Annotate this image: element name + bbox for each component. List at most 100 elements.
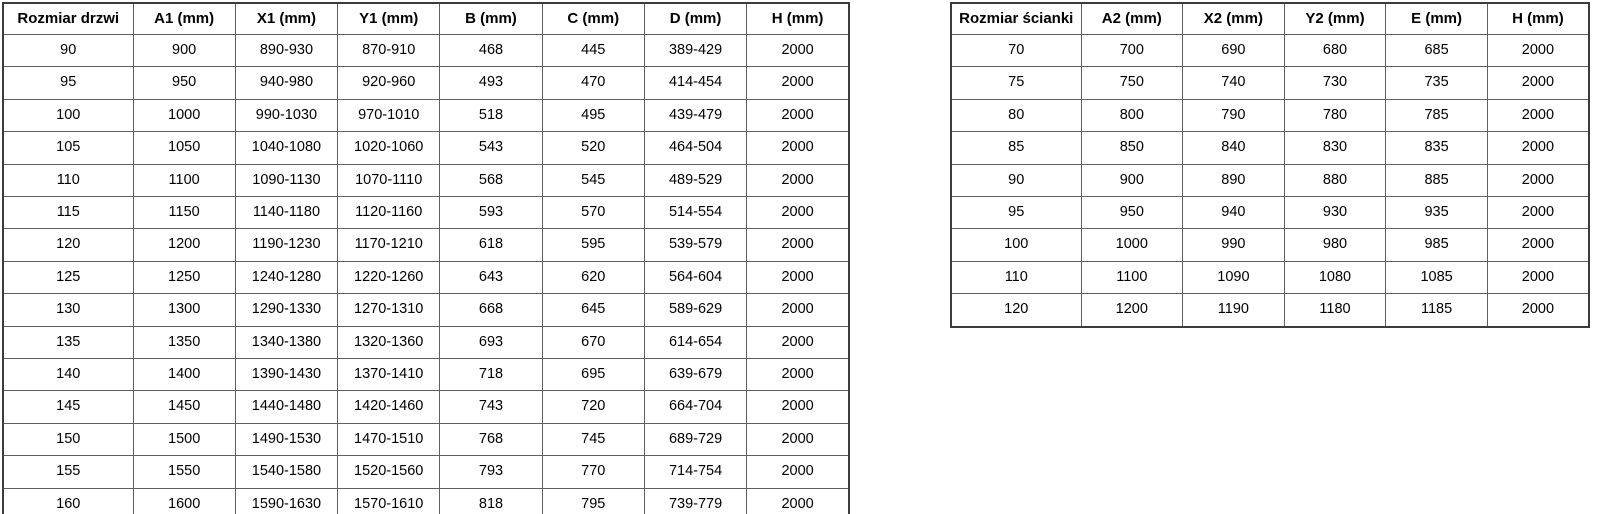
table-row: 75 750 740 730 735 2000: [950, 66, 1590, 100]
table-cell: 940-980: [234, 66, 339, 100]
table-row: 145 1450 1440-1480 1420-1460 743 720 664-704 20…: [2, 390, 850, 424]
table-cell: 493: [439, 66, 543, 100]
table-cell: 1020-1060: [337, 131, 441, 165]
column-header: A2 (mm): [1080, 2, 1184, 35]
table-row: 110 1100 1090 1080 1085 2000: [950, 260, 1590, 295]
table-cell: 830: [1283, 131, 1387, 165]
table-cell: 768: [439, 422, 543, 457]
table-cell: 890-930: [234, 33, 339, 68]
table-cell: 2000: [1486, 293, 1590, 328]
table-cell: 1300: [132, 293, 236, 327]
table-cell: 2000: [746, 33, 850, 68]
table-cell: 589-629: [643, 293, 748, 327]
table-cell: 1490-1530: [234, 422, 339, 457]
table-row: 150 1500 1490-1530 1470-1510 768 745 689-729 20…: [2, 422, 850, 457]
table-cell: 2000: [1486, 163, 1590, 198]
table-cell: 670: [541, 325, 645, 360]
column-header: E (mm): [1385, 2, 1488, 35]
column-header: X2 (mm): [1182, 2, 1285, 35]
table-cell: 1100: [132, 163, 236, 198]
table-cell: 110: [2, 163, 134, 198]
table-cell: 564-604: [643, 260, 748, 295]
table-cell: 2000: [746, 487, 850, 514]
column-header: H (mm): [746, 2, 850, 35]
table-cell: 2000: [746, 455, 850, 489]
table-cell: 1100: [1080, 260, 1184, 295]
table-cell: 818: [439, 487, 543, 514]
table-cell: 970-1010: [337, 98, 441, 133]
table-row: 120 1200 1190 1180 1185 2000: [950, 293, 1590, 328]
table-row: 155 1550 1540-1580 1520-1560 793 770 714-754 20…: [2, 455, 850, 489]
table-cell: 570: [541, 196, 645, 230]
table-cell: 140: [2, 358, 134, 392]
table-cell: 1170-1210: [337, 228, 441, 262]
table-cell: 1200: [132, 228, 236, 262]
table-cell: 90: [950, 163, 1082, 198]
table-cell: 835: [1385, 131, 1488, 165]
table-cell: 990: [1182, 228, 1285, 262]
table-cell: 950: [1080, 196, 1184, 230]
table-cell: 1520-1560: [337, 455, 441, 489]
table-cell: 2000: [1486, 131, 1590, 165]
table-cell: 95: [950, 196, 1082, 230]
table-cell: 80: [950, 98, 1082, 133]
column-header: A1 (mm): [132, 2, 236, 35]
table-cell: 2000: [1486, 66, 1590, 100]
table-cell: 1040-1080: [234, 131, 339, 165]
table-row: 110 1100 1090-1130 1070-1110 568 545 489-529 20…: [2, 163, 850, 198]
table-cell: 1390-1430: [234, 358, 339, 392]
table-row: 85 850 840 830 835 2000: [950, 131, 1590, 165]
table-cell: 690: [1182, 33, 1285, 68]
column-header: Y1 (mm): [337, 2, 441, 35]
table-cell: 1080: [1283, 260, 1387, 295]
table-cell: 2000: [746, 131, 850, 165]
table-cell: 155: [2, 455, 134, 489]
table-cell: 468: [439, 33, 543, 68]
table-cell: 990-1030: [234, 98, 339, 133]
table-cell: 800: [1080, 98, 1184, 133]
table-row: 100 1000 990-1030 970-1010 518 495 439-479 2000: [2, 98, 850, 133]
table-cell: 160: [2, 487, 134, 514]
table-cell: 2000: [746, 98, 850, 133]
table-cell: 2000: [746, 260, 850, 295]
table-cell: 1340-1380: [234, 325, 339, 360]
column-header: D (mm): [643, 2, 748, 35]
table-cell: 920-960: [337, 66, 441, 100]
header-row: Rozmiar ścianki A2 (mm) X2 (mm) Y2 (mm) E (m…: [950, 2, 1590, 35]
table-cell: 2000: [746, 390, 850, 424]
table-cell: 885: [1385, 163, 1488, 198]
table-cell: 2000: [1486, 260, 1590, 295]
table-cell: 850: [1080, 131, 1184, 165]
table-cell: 1470-1510: [337, 422, 441, 457]
table-cell: 935: [1385, 196, 1488, 230]
table-cell: 120: [950, 293, 1082, 328]
table-cell: 740: [1182, 66, 1285, 100]
door-dimensions-table: Rozmiar drzwi A1 (mm) X1 (mm) Y1 (mm) B (mm)…: [2, 2, 850, 514]
table-cell: 1190: [1182, 293, 1285, 328]
table-cell: 739-779: [643, 487, 748, 514]
table-cell: 2000: [746, 325, 850, 360]
table-cell: 568: [439, 163, 543, 198]
table-cell: 1270-1310: [337, 293, 441, 327]
table-cell: 950: [132, 66, 236, 100]
table-row: 115 1150 1140-1180 1120-1160 593 570 514-554 20…: [2, 196, 850, 230]
table-cell: 620: [541, 260, 645, 295]
table-cell: 1450: [132, 390, 236, 424]
table-cell: 115: [2, 196, 134, 230]
table-cell: 645: [541, 293, 645, 327]
table-cell: 780: [1283, 98, 1387, 133]
table-cell: 539-579: [643, 228, 748, 262]
table-cell: 100: [2, 98, 134, 133]
table-row: 100 1000 990 980 985 2000: [950, 228, 1590, 262]
table-row: 160 1600 1590-1630 1570-1610 818 795 739-779 20…: [2, 487, 850, 514]
table-cell: 489-529: [643, 163, 748, 198]
table-cell: 1420-1460: [337, 390, 441, 424]
table-cell: 1240-1280: [234, 260, 339, 295]
table-cell: 439-479: [643, 98, 748, 133]
table-cell: 1140-1180: [234, 196, 339, 230]
table-cell: 545: [541, 163, 645, 198]
table-cell: 150: [2, 422, 134, 457]
table-cell: 2000: [1486, 228, 1590, 262]
table-row: 130 1300 1290-1330 1270-1310 668 645 589-629 20…: [2, 293, 850, 327]
table-cell: 105: [2, 131, 134, 165]
